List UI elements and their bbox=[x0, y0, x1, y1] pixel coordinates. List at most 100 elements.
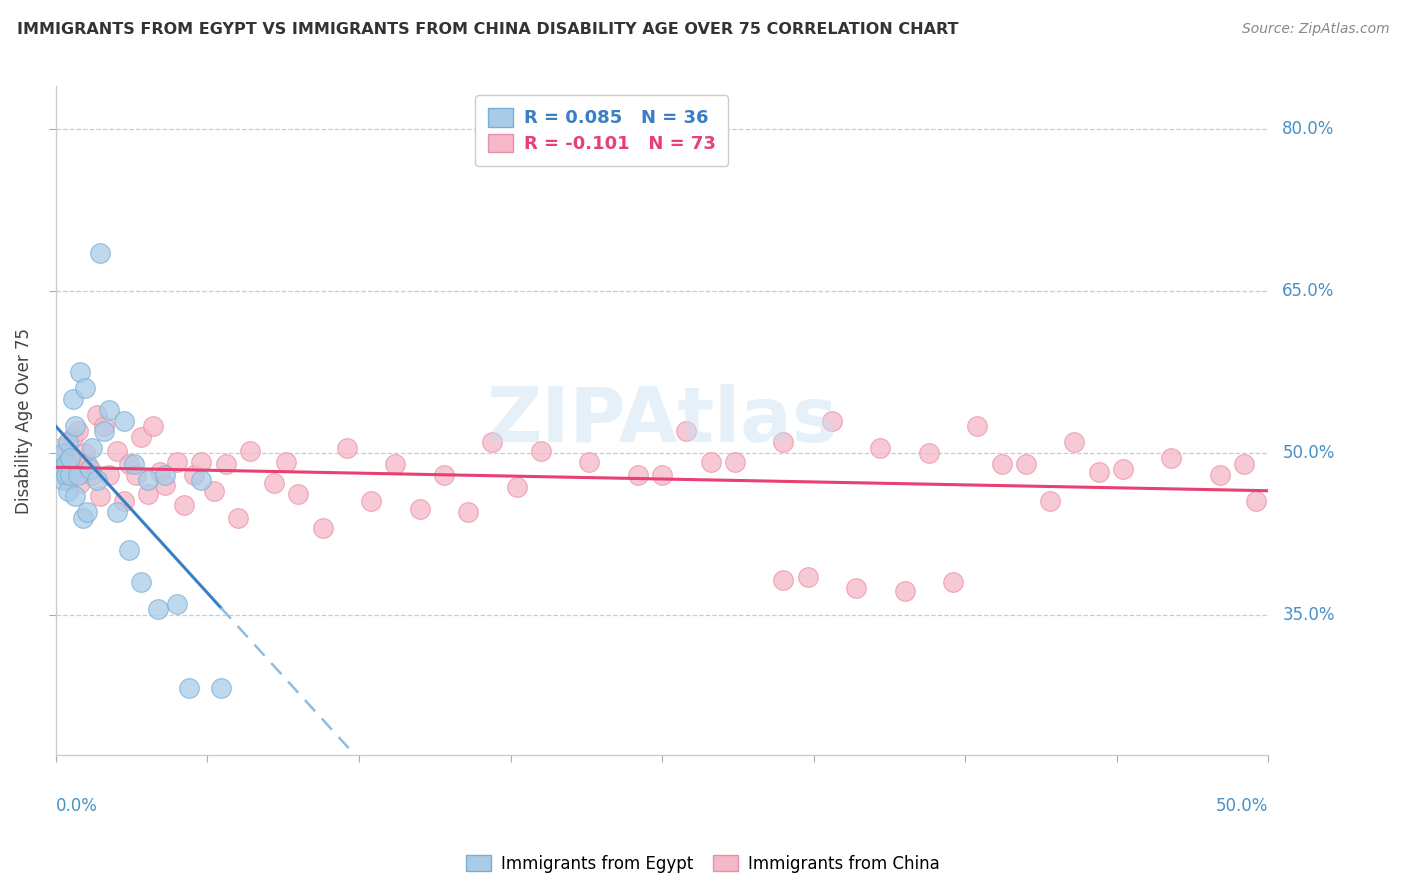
Point bbox=[65, 466, 87, 480]
Point bbox=[118, 457, 141, 471]
Point bbox=[142, 419, 165, 434]
Y-axis label: Disability Age Over 75: Disability Age Over 75 bbox=[15, 327, 32, 514]
Point bbox=[122, 457, 145, 471]
Point bbox=[699, 454, 721, 468]
Point bbox=[153, 478, 176, 492]
Point bbox=[226, 510, 249, 524]
Point bbox=[79, 462, 101, 476]
Point bbox=[86, 473, 108, 487]
Point bbox=[263, 476, 285, 491]
Point bbox=[202, 483, 225, 498]
Point bbox=[66, 467, 89, 482]
Point bbox=[627, 467, 650, 482]
Point bbox=[1015, 457, 1038, 471]
Point bbox=[942, 575, 965, 590]
Point bbox=[869, 441, 891, 455]
Point bbox=[287, 487, 309, 501]
Point bbox=[73, 381, 96, 395]
Text: 65.0%: 65.0% bbox=[1282, 282, 1334, 301]
Point bbox=[82, 441, 104, 455]
Text: Source: ZipAtlas.com: Source: ZipAtlas.com bbox=[1241, 22, 1389, 37]
Point bbox=[651, 467, 673, 482]
Point bbox=[89, 489, 111, 503]
Point bbox=[46, 457, 69, 471]
Point bbox=[149, 466, 172, 480]
Point bbox=[276, 454, 298, 468]
Point bbox=[153, 467, 176, 482]
Point bbox=[918, 446, 941, 460]
Point bbox=[52, 473, 75, 487]
Point bbox=[173, 498, 195, 512]
Point bbox=[112, 414, 135, 428]
Point bbox=[69, 476, 91, 491]
Point bbox=[360, 494, 382, 508]
Point bbox=[65, 489, 87, 503]
Point bbox=[129, 430, 152, 444]
Point bbox=[66, 425, 89, 439]
Point bbox=[1209, 467, 1232, 482]
Point bbox=[136, 473, 159, 487]
Point bbox=[578, 454, 600, 468]
Point bbox=[76, 457, 98, 471]
Point bbox=[46, 457, 69, 471]
Point bbox=[966, 419, 988, 434]
Point bbox=[457, 505, 479, 519]
Point bbox=[1244, 494, 1267, 508]
Legend: Immigrants from Egypt, Immigrants from China: Immigrants from Egypt, Immigrants from C… bbox=[460, 848, 946, 880]
Point bbox=[52, 446, 75, 460]
Text: 35.0%: 35.0% bbox=[1282, 606, 1334, 624]
Point bbox=[93, 425, 115, 439]
Point bbox=[55, 457, 77, 471]
Point bbox=[1039, 494, 1062, 508]
Point bbox=[796, 570, 818, 584]
Point bbox=[136, 487, 159, 501]
Point bbox=[166, 597, 188, 611]
Point bbox=[112, 494, 135, 508]
Text: 0.0%: 0.0% bbox=[56, 797, 98, 814]
Point bbox=[93, 419, 115, 434]
Point bbox=[73, 446, 96, 460]
Point bbox=[62, 392, 84, 406]
Point bbox=[65, 419, 87, 434]
Point bbox=[56, 473, 79, 487]
Point bbox=[183, 467, 205, 482]
Point bbox=[166, 454, 188, 468]
Point bbox=[98, 467, 121, 482]
Point bbox=[384, 457, 406, 471]
Point bbox=[129, 575, 152, 590]
Point bbox=[311, 521, 333, 535]
Point bbox=[62, 430, 84, 444]
Point bbox=[118, 543, 141, 558]
Point bbox=[86, 409, 108, 423]
Point bbox=[49, 441, 72, 455]
Point bbox=[125, 467, 148, 482]
Point bbox=[56, 435, 79, 450]
Point bbox=[821, 414, 844, 428]
Point bbox=[505, 481, 527, 495]
Point bbox=[76, 505, 98, 519]
Point bbox=[675, 425, 697, 439]
Point bbox=[530, 443, 553, 458]
Point bbox=[209, 681, 232, 695]
Text: 50.0%: 50.0% bbox=[1282, 444, 1334, 462]
Point bbox=[89, 246, 111, 260]
Point bbox=[1063, 435, 1085, 450]
Point bbox=[72, 510, 94, 524]
Point bbox=[1112, 462, 1135, 476]
Point bbox=[845, 581, 868, 595]
Point bbox=[52, 467, 75, 482]
Point bbox=[179, 681, 201, 695]
Point bbox=[105, 505, 128, 519]
Point bbox=[214, 457, 236, 471]
Point bbox=[55, 446, 77, 460]
Text: 80.0%: 80.0% bbox=[1282, 120, 1334, 138]
Point bbox=[49, 462, 72, 476]
Point bbox=[59, 451, 82, 466]
Point bbox=[481, 435, 503, 450]
Text: ZIPAtlas: ZIPAtlas bbox=[486, 384, 838, 458]
Point bbox=[1160, 451, 1182, 466]
Point bbox=[336, 441, 359, 455]
Point bbox=[408, 502, 430, 516]
Text: 50.0%: 50.0% bbox=[1216, 797, 1268, 814]
Point bbox=[433, 467, 456, 482]
